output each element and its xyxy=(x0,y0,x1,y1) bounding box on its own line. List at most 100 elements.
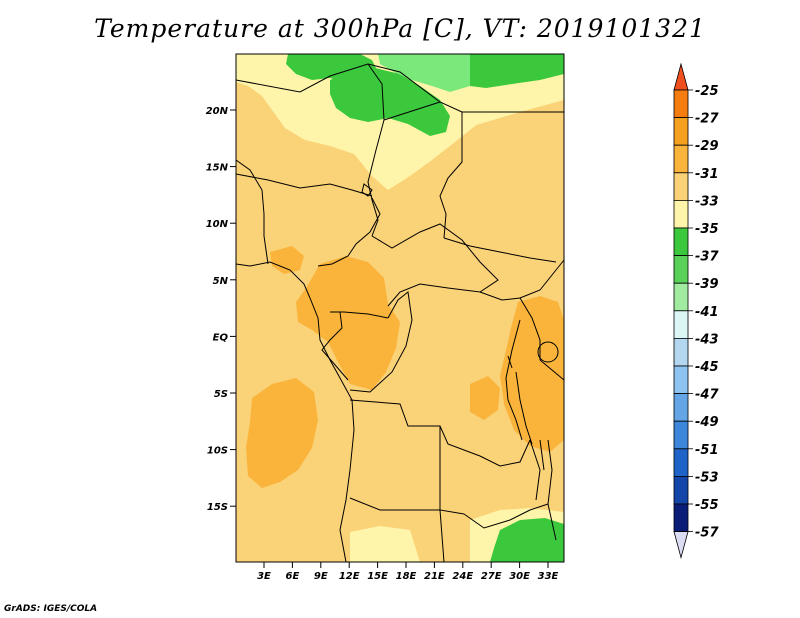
map-title: Temperature at 300hPa [C], VT: 201910132… xyxy=(94,14,706,43)
lon-tick-label: 6E xyxy=(286,571,300,582)
border-west-africa xyxy=(236,159,263,191)
border-libya-chad xyxy=(383,101,441,121)
border-west-coast-south xyxy=(309,297,355,562)
longitude-axis: 3E 6E 9E 12E 15E 18E 21E 24E 27E 30E 33E xyxy=(257,562,559,582)
colorbar-bottom-arrow xyxy=(673,531,689,560)
colorbar-segment xyxy=(673,365,689,395)
lon-tick-label: 9E xyxy=(314,571,328,582)
field-warm-central-west xyxy=(296,256,400,390)
colorbar-label: -49 xyxy=(695,415,719,430)
lake-kivu xyxy=(507,355,513,369)
colorbar-label: -39 xyxy=(695,277,719,292)
border-nigeria-benin xyxy=(261,189,269,265)
colorbar-label: -53 xyxy=(695,470,719,485)
lake-malawi xyxy=(539,439,545,471)
colorbar-segment xyxy=(673,89,689,119)
colorbar-label: -35 xyxy=(695,222,719,237)
field-warm-angola-west xyxy=(246,378,318,488)
field-green-north-center xyxy=(330,68,450,136)
border-niger-chad xyxy=(367,63,385,201)
field-green-north-east xyxy=(470,54,564,88)
colorbar-segment xyxy=(673,227,689,257)
border-chad-sudan xyxy=(439,112,463,239)
colorbar-segment xyxy=(673,448,689,477)
border-car xyxy=(371,223,499,307)
colorbar-label: -37 xyxy=(695,250,719,265)
lon-tick-label: 3E xyxy=(257,571,271,582)
border-zambia-zimbabwe xyxy=(463,503,549,529)
border-malawi xyxy=(529,439,541,501)
colorbar-label: -27 xyxy=(695,112,719,127)
lat-tick-label: 10S xyxy=(207,446,228,457)
colorbar-label: -43 xyxy=(695,332,719,347)
lon-tick-label: 15E xyxy=(367,571,388,582)
colorbar-segment xyxy=(673,393,689,422)
lat-tick-label: 5N xyxy=(213,276,229,287)
colorbar-label: -47 xyxy=(695,388,719,403)
colorbar-segment xyxy=(673,255,689,284)
border-uganda xyxy=(519,297,541,360)
border-congo-drc xyxy=(349,291,413,393)
latitude-axis: 20N 15N 10N 5N EQ 5S 10S 15S xyxy=(206,106,236,513)
colorbar-segment xyxy=(673,282,689,312)
lat-tick-label: 15S xyxy=(207,502,228,513)
colorbar-label: -45 xyxy=(695,360,719,375)
colorbar-segment xyxy=(673,337,689,367)
plot-frame xyxy=(235,53,565,563)
colorbar-label: -57 xyxy=(695,526,719,541)
lat-tick-label: 15N xyxy=(206,163,229,174)
colorbar-segment xyxy=(673,503,689,533)
lat-tick-label: 5S xyxy=(214,389,228,400)
field-cool-south-west xyxy=(350,526,420,562)
colorbar-segment xyxy=(673,144,689,174)
colorbar-segment xyxy=(673,199,689,229)
border-drc-east xyxy=(505,319,523,441)
border-mozambique xyxy=(547,439,557,541)
lon-tick-label: 27E xyxy=(481,571,502,582)
grads-credit: GrADS: IGES/COLA xyxy=(4,604,98,614)
border-niger-nigeria xyxy=(236,173,373,197)
colorbar-label: -33 xyxy=(695,194,719,209)
border-namibia-botswana xyxy=(439,509,445,562)
border-chad-cameroon xyxy=(371,199,379,237)
colorbar-label: -29 xyxy=(695,139,719,154)
lake-victoria xyxy=(537,341,559,363)
colorbar-segment xyxy=(673,310,689,339)
lake-chad xyxy=(361,183,373,197)
colorbar: -25 -27 -29 -31 -33 -35 -37 -39 -41 -43 -45 -47 -49 -… xyxy=(673,62,719,560)
border-cameroon-gabon xyxy=(330,311,389,319)
field-light-green-north xyxy=(378,54,470,92)
colorbar-segment xyxy=(673,117,689,146)
lat-tick-label: 20N xyxy=(206,106,229,117)
colorbar-label: -55 xyxy=(695,498,719,513)
field-warm-nigeria xyxy=(270,246,304,274)
border-gabon-congo xyxy=(321,311,349,381)
border-drc-south-sudan xyxy=(479,291,521,301)
field-green-south-east xyxy=(490,518,564,562)
field-cool-north-east xyxy=(440,74,564,132)
border-sudan-south xyxy=(443,237,557,263)
lakes xyxy=(361,183,559,471)
lon-tick-label: 12E xyxy=(339,571,360,582)
colorbar-label: -41 xyxy=(695,305,719,320)
lon-tick-label: 33E xyxy=(538,571,559,582)
border-west-coast-north xyxy=(236,261,311,299)
border-drc-zambia xyxy=(479,439,531,467)
border-south-sudan-ethiopia xyxy=(519,259,564,299)
lat-tick-label: 10N xyxy=(206,219,229,230)
colorbar-top-arrow xyxy=(673,62,689,91)
lon-tick-label: 30E xyxy=(509,571,530,582)
border-nigeria-cameroon xyxy=(317,197,381,267)
lat-tick-label: EQ xyxy=(213,332,229,343)
colorbar-label: -51 xyxy=(695,443,719,458)
lake-tanganyika xyxy=(515,371,533,445)
colorbar-label: -31 xyxy=(695,167,719,182)
colorbar-segment xyxy=(673,475,689,505)
colorbar-segment xyxy=(673,420,689,450)
colorbar-label: -25 xyxy=(695,84,719,99)
field-warm-east-center xyxy=(470,376,500,420)
border-angola-namibia xyxy=(349,497,440,511)
lon-tick-label: 24E xyxy=(452,571,473,582)
border-kenya-tanzania xyxy=(539,359,564,381)
